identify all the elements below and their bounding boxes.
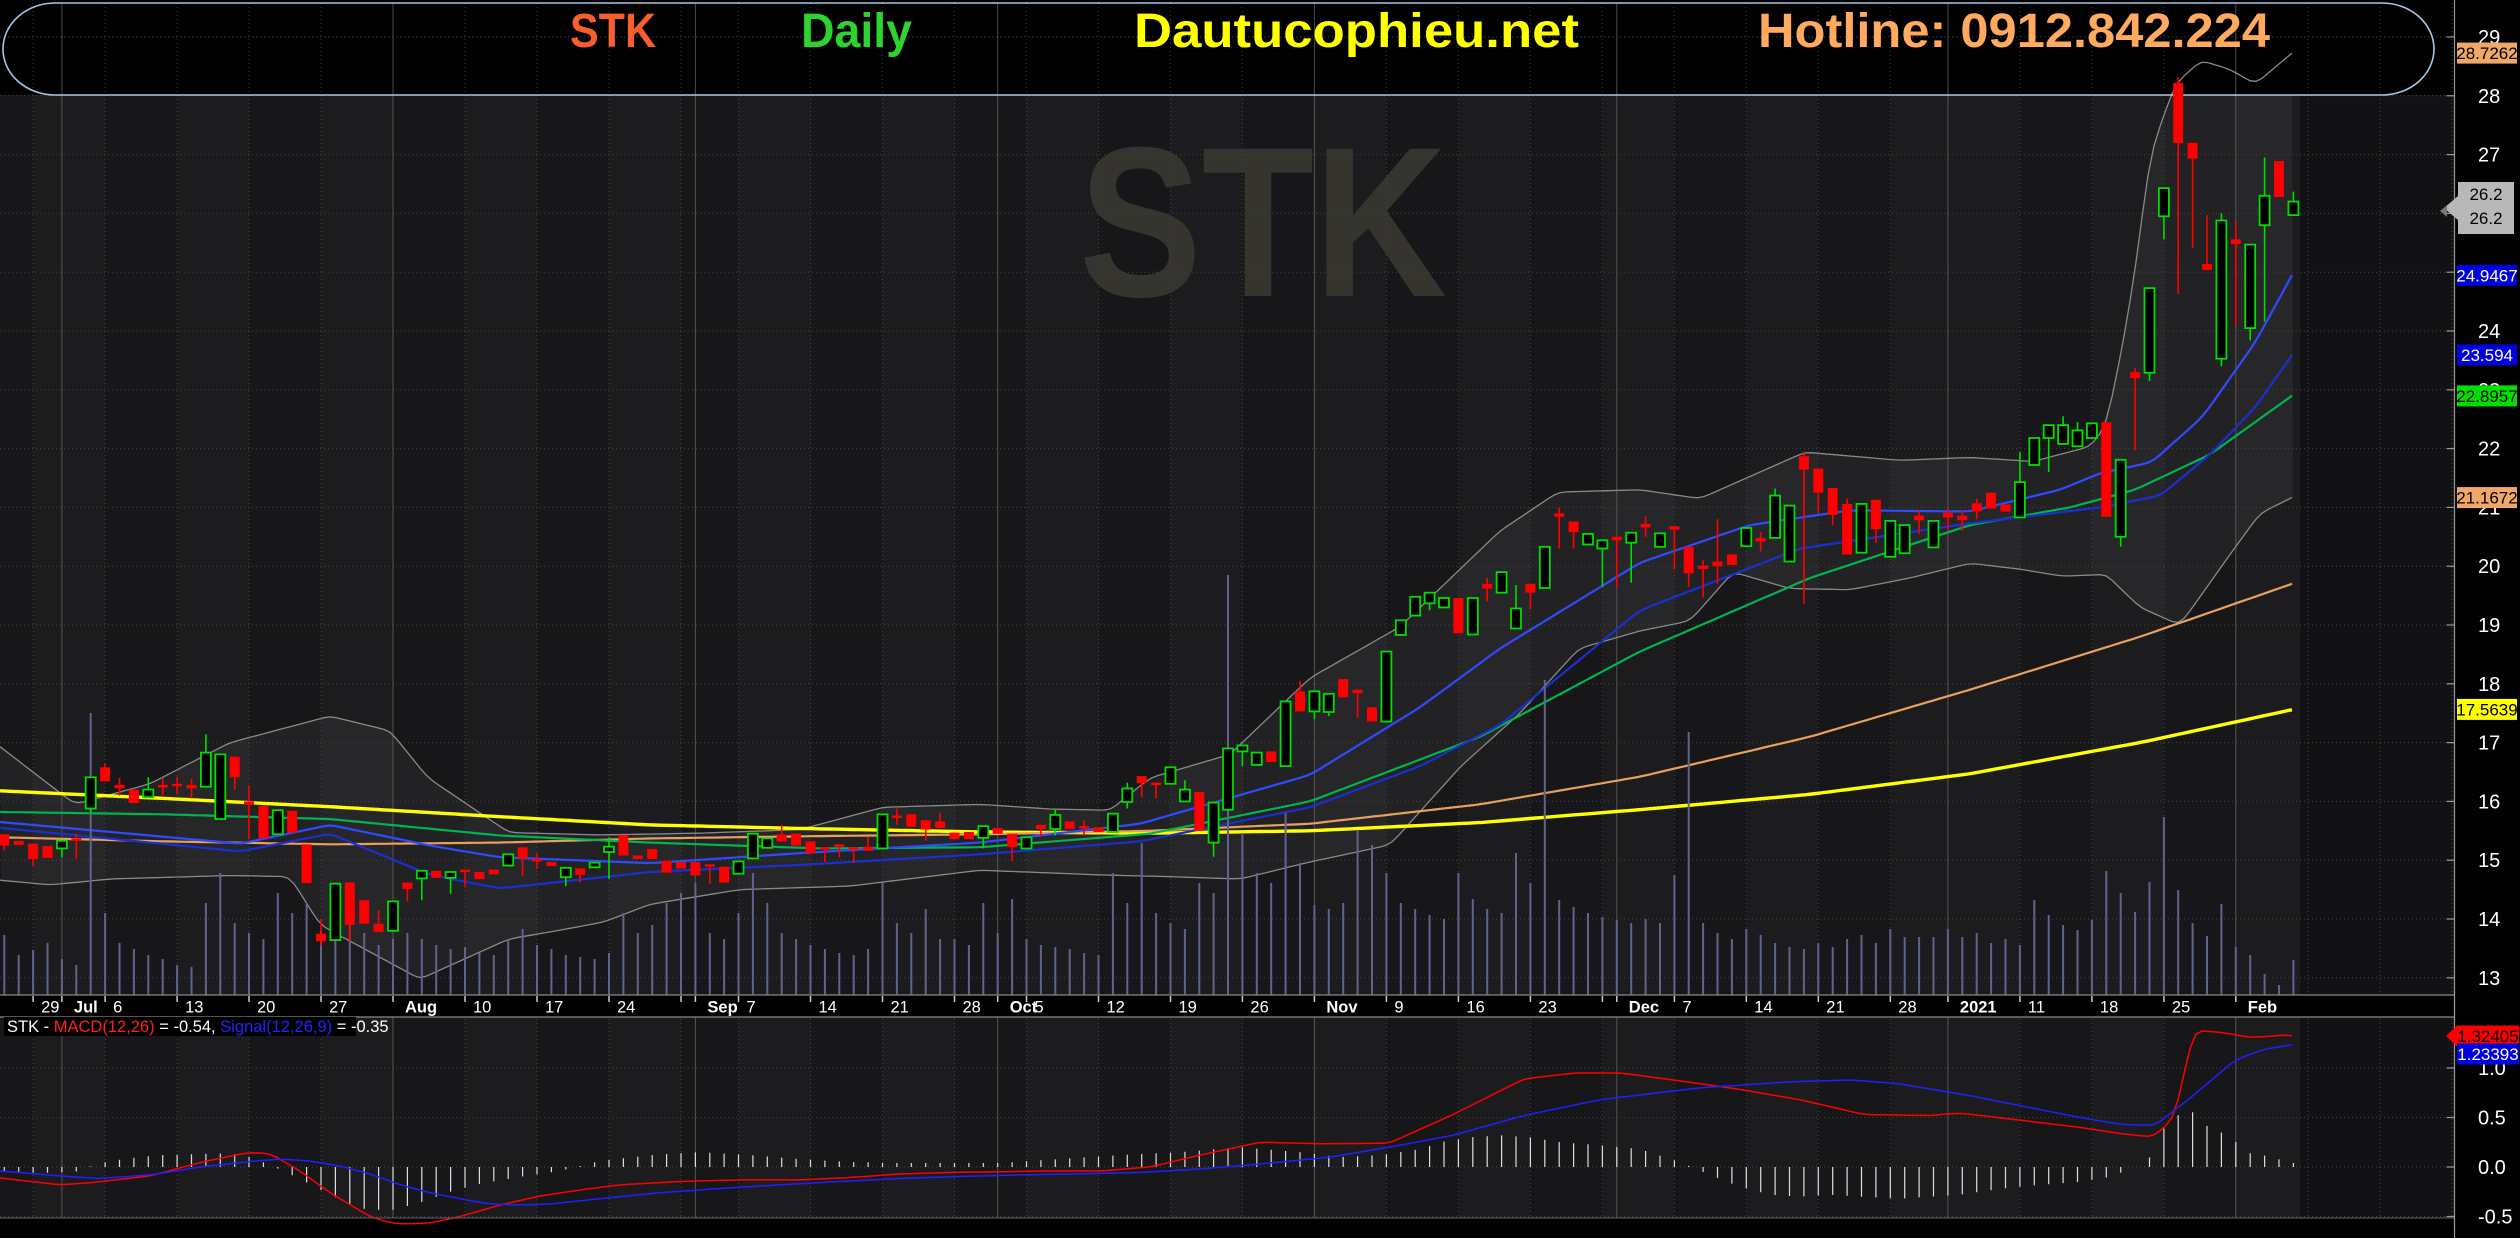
svg-text:Sep: Sep	[707, 999, 737, 1017]
svg-text:20: 20	[2478, 556, 2500, 578]
svg-text:28: 28	[963, 999, 981, 1017]
svg-text:15: 15	[2478, 850, 2500, 872]
svg-text:11: 11	[2028, 999, 2045, 1017]
svg-text:12: 12	[1107, 999, 1125, 1017]
svg-text:7: 7	[747, 999, 756, 1017]
svg-text:28.7262: 28.7262	[2456, 44, 2517, 63]
svg-text:STK - MACD(12,26) = -0.54, Sig: STK - MACD(12,26) = -0.54, Signal(12,26,…	[7, 1018, 389, 1036]
svg-text:Dec: Dec	[1629, 999, 1659, 1017]
svg-text:21: 21	[1826, 999, 1844, 1017]
svg-text:22.8957: 22.8957	[2456, 387, 2517, 406]
svg-text:Dautucophieu.net: Dautucophieu.net	[1134, 5, 1579, 58]
svg-text:1.23393: 1.23393	[2457, 1045, 2518, 1064]
svg-text:5: 5	[1035, 999, 1044, 1017]
svg-text:Oct: Oct	[1010, 999, 1038, 1017]
svg-text:23.594: 23.594	[2461, 346, 2513, 365]
svg-text:28: 28	[2478, 86, 2500, 108]
svg-text:STK: STK	[570, 5, 656, 58]
svg-text:18: 18	[2478, 674, 2500, 696]
svg-text:24.9467: 24.9467	[2456, 266, 2517, 285]
svg-text:Hotline: 0912.842.224: Hotline: 0912.842.224	[1758, 5, 2270, 58]
svg-text:26.2: 26.2	[2469, 209, 2502, 228]
svg-text:14: 14	[2478, 909, 2500, 931]
svg-text:16: 16	[1466, 999, 1484, 1017]
svg-text:24: 24	[2478, 321, 2500, 343]
svg-text:25: 25	[2172, 999, 2190, 1017]
svg-text:6: 6	[113, 999, 122, 1017]
svg-text:27: 27	[2478, 145, 2500, 167]
svg-text:9: 9	[1394, 999, 1403, 1017]
svg-text:27: 27	[329, 999, 347, 1017]
svg-text:10: 10	[473, 999, 491, 1017]
svg-text:21.1672: 21.1672	[2456, 489, 2517, 508]
svg-text:13: 13	[2478, 968, 2500, 990]
svg-text:29: 29	[41, 999, 59, 1017]
svg-text:17: 17	[2478, 733, 2500, 755]
svg-text:22: 22	[2478, 439, 2500, 461]
svg-text:20: 20	[257, 999, 275, 1017]
svg-text:19: 19	[1179, 999, 1197, 1017]
svg-text:19: 19	[2478, 615, 2500, 637]
svg-text:23: 23	[1538, 999, 1556, 1017]
svg-text:-0.5: -0.5	[2478, 1207, 2512, 1229]
svg-text:14: 14	[819, 999, 837, 1017]
svg-text:Daily: Daily	[801, 5, 912, 58]
svg-text:14: 14	[1754, 999, 1772, 1017]
svg-text:0.0: 0.0	[2478, 1157, 2506, 1179]
svg-text:Feb: Feb	[2248, 999, 2277, 1017]
svg-text:1.32405: 1.32405	[2457, 1027, 2518, 1046]
svg-text:28: 28	[1898, 999, 1916, 1017]
svg-text:17.5639: 17.5639	[2456, 700, 2517, 719]
svg-text:7: 7	[1682, 999, 1691, 1017]
svg-text:Jul: Jul	[74, 999, 98, 1017]
svg-text:16: 16	[2478, 791, 2500, 813]
svg-text:26: 26	[1250, 999, 1268, 1017]
svg-text:17: 17	[545, 999, 563, 1017]
svg-text:Nov: Nov	[1326, 999, 1358, 1017]
svg-text:18: 18	[2100, 999, 2118, 1017]
svg-text:21: 21	[891, 999, 909, 1017]
svg-text:24: 24	[617, 999, 635, 1017]
svg-text:0.5: 0.5	[2478, 1108, 2506, 1130]
svg-text:2021: 2021	[1960, 999, 1997, 1017]
svg-text:STK: STK	[1079, 103, 1447, 342]
svg-text:26.2: 26.2	[2469, 185, 2502, 204]
svg-text:Aug: Aug	[405, 999, 437, 1017]
svg-text:13: 13	[185, 999, 203, 1017]
